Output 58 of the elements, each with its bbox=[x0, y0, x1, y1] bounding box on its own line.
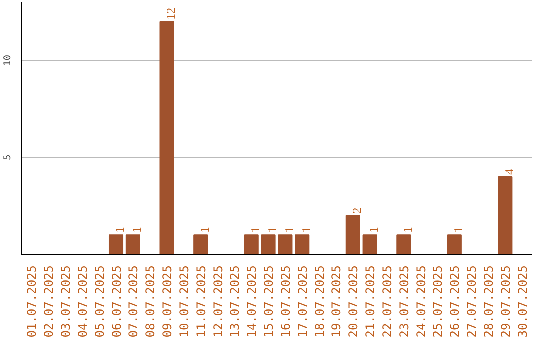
data-label: 1 bbox=[113, 227, 128, 234]
bar bbox=[498, 176, 513, 254]
bar bbox=[108, 234, 124, 254]
x-tick-label: 09.07.2025 bbox=[160, 265, 175, 338]
x-tick-label: 15.07.2025 bbox=[262, 265, 276, 338]
x-tick-label: 14.07.2025 bbox=[245, 265, 260, 338]
data-label: 1 bbox=[198, 227, 212, 234]
x-tick-label: 30.07.2025 bbox=[516, 265, 530, 338]
bar bbox=[244, 234, 259, 254]
data-label: 1 bbox=[400, 227, 415, 234]
x-tick-label: 03.07.2025 bbox=[58, 265, 73, 338]
bar bbox=[194, 234, 208, 254]
x-tick-label: 16.07.2025 bbox=[278, 265, 293, 338]
x-tick-label: 10.07.2025 bbox=[177, 265, 192, 338]
data-label: 1 bbox=[452, 227, 466, 234]
data-label: 12 bbox=[164, 8, 178, 20]
x-tick-label: 20.07.2025 bbox=[346, 265, 361, 338]
x-tick-label: 19.07.2025 bbox=[330, 265, 344, 338]
x-tick-label: 29.07.2025 bbox=[498, 265, 513, 338]
bar bbox=[278, 234, 293, 254]
x-tick-label: 13.07.2025 bbox=[228, 265, 242, 338]
bar bbox=[447, 234, 462, 254]
x-tick-label: 18.07.2025 bbox=[312, 265, 327, 338]
x-tick-label: 06.07.2025 bbox=[110, 265, 124, 338]
x-tick-label: 08.07.2025 bbox=[144, 265, 158, 338]
bar bbox=[261, 234, 276, 254]
x-tick-label: 28.07.2025 bbox=[482, 265, 496, 338]
data-label: 1 bbox=[266, 227, 280, 234]
data-label: 1 bbox=[367, 227, 382, 234]
x-tick-label: 23.07.2025 bbox=[397, 265, 412, 338]
x-tick-label: 25.07.2025 bbox=[431, 265, 446, 338]
x-tick-label: 01.07.2025 bbox=[25, 265, 40, 338]
data-label: 1 bbox=[282, 227, 296, 234]
data-label: 2 bbox=[350, 208, 364, 214]
x-tick-label: 21.07.2025 bbox=[364, 265, 378, 338]
x-tick-label: 12.07.2025 bbox=[211, 265, 226, 338]
x-tick-label: 02.07.2025 bbox=[42, 265, 56, 338]
y-tick-label: 10 bbox=[2, 54, 14, 66]
bar bbox=[362, 234, 378, 254]
bar bbox=[346, 215, 360, 254]
x-tick-label: 27.07.2025 bbox=[465, 265, 480, 338]
x-tick-label: 24.07.2025 bbox=[414, 265, 428, 338]
data-label: 1 bbox=[248, 227, 263, 234]
bar bbox=[396, 234, 412, 254]
bar bbox=[160, 21, 174, 254]
x-tick-label: 05.07.2025 bbox=[92, 265, 107, 338]
x-tick-label: 22.07.2025 bbox=[380, 265, 394, 338]
data-label: 4 bbox=[502, 168, 516, 175]
bar bbox=[295, 234, 310, 254]
data-label: 1 bbox=[130, 227, 144, 234]
x-tick-label: 11.07.2025 bbox=[194, 265, 208, 338]
x-tick-label: 26.07.2025 bbox=[448, 265, 462, 338]
x-tick-label: 17.07.2025 bbox=[296, 265, 310, 338]
y-tick-label: 5 bbox=[2, 154, 14, 160]
x-tick-label: 07.07.2025 bbox=[126, 265, 141, 338]
data-label: 1 bbox=[299, 227, 314, 234]
x-tick-label: 04.07.2025 bbox=[76, 265, 90, 338]
bar bbox=[126, 234, 140, 254]
